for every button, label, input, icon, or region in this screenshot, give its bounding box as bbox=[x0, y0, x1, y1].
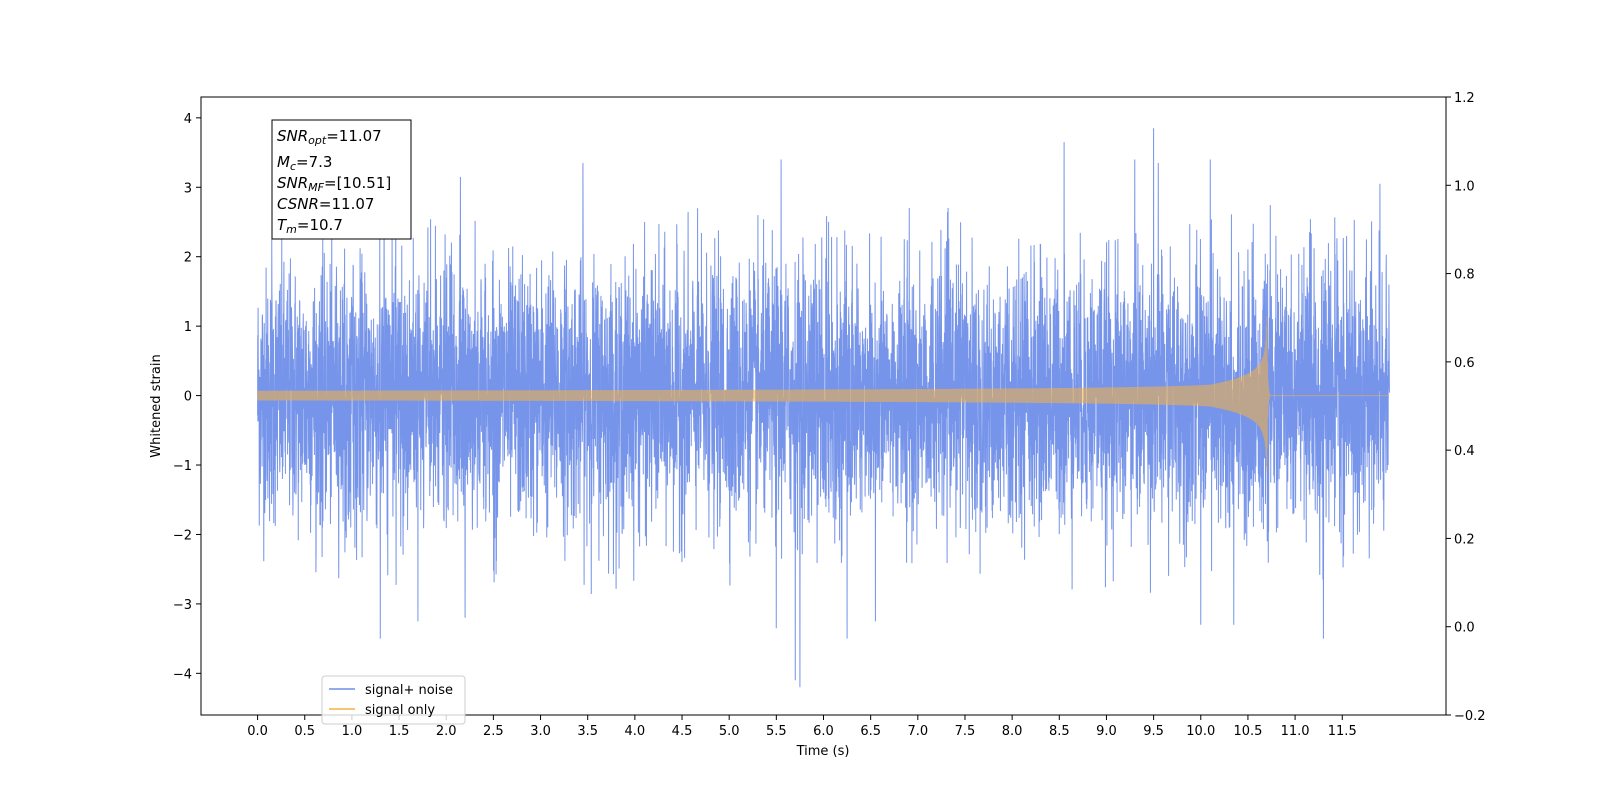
y2-tick-label: 0.4 bbox=[1454, 444, 1475, 459]
x-tick-label: 5.0 bbox=[719, 724, 740, 739]
x-axis: 0.0 0.5 1.0 1.5 2.0 2.5 3.0 3.5 4.0 4.5 5.0 5.5 6.0 6… bbox=[247, 715, 1357, 739]
plot-area bbox=[257, 128, 1390, 688]
legend-label-signal-noise: signal+ noise bbox=[365, 683, 453, 698]
annotation-box: SNRopt=11.07 Mc=7.3SNRMF=[10.51]CSNR=11.0… bbox=[271, 119, 412, 240]
y2-tick-label: 0.2 bbox=[1454, 532, 1475, 547]
y2-tick-label: 0.6 bbox=[1454, 356, 1475, 371]
x-tick-label: 0.0 bbox=[247, 724, 268, 739]
x-tick-label: 2.0 bbox=[436, 724, 457, 739]
x-tick-label: 7.5 bbox=[955, 724, 976, 739]
x-tick-label: 9.0 bbox=[1096, 724, 1117, 739]
y-tick-label: 4 bbox=[184, 112, 192, 127]
x-tick-label: 9.5 bbox=[1143, 724, 1164, 739]
x-tick-label: 8.0 bbox=[1002, 724, 1023, 739]
y-tick-label: 2 bbox=[184, 251, 192, 266]
x-tick-label: 3.5 bbox=[577, 724, 598, 739]
series-signal-noise bbox=[257, 128, 1390, 688]
x-tick-label: 8.5 bbox=[1049, 724, 1070, 739]
y-tick-label: 3 bbox=[184, 181, 192, 196]
x-axis-label: Time (s) bbox=[796, 744, 850, 759]
x-tick-label: 10.0 bbox=[1186, 724, 1215, 739]
annotation-line: Mc=7.3 bbox=[277, 153, 332, 173]
x-tick-label: 6.5 bbox=[860, 724, 881, 739]
y-tick-label: 0 bbox=[184, 390, 192, 405]
y-tick-label: −4 bbox=[173, 667, 192, 682]
x-tick-label: 2.5 bbox=[483, 724, 504, 739]
y2-tick-label: 1.2 bbox=[1454, 91, 1475, 106]
x-tick-label: 11.0 bbox=[1281, 724, 1310, 739]
annotation-line: SNRMF=[10.51] bbox=[277, 174, 391, 194]
x-tick-label: 7.0 bbox=[907, 724, 928, 739]
x-tick-label: 11.5 bbox=[1328, 724, 1357, 739]
annotation-line: Tm=10.7 bbox=[277, 216, 343, 236]
x-tick-label: 4.0 bbox=[625, 724, 646, 739]
x-tick-label: 5.5 bbox=[766, 724, 787, 739]
legend-label-signal-only: signal only bbox=[365, 703, 435, 718]
series-signal-only bbox=[257, 316, 1390, 472]
y2-tick-label: 0.8 bbox=[1454, 268, 1475, 283]
y2-tick-label: 0.0 bbox=[1454, 621, 1475, 636]
y-tick-label: −3 bbox=[173, 598, 192, 613]
y-axis-left: 4 3 2 1 0 −1 −2 −3 −4 bbox=[173, 112, 201, 682]
y-tick-label: −1 bbox=[173, 459, 192, 474]
x-tick-label: 4.5 bbox=[672, 724, 693, 739]
x-tick-label: 1.0 bbox=[342, 724, 363, 739]
annotation-line: SNRopt=11.07 bbox=[277, 127, 382, 147]
x-tick-label: 10.5 bbox=[1233, 724, 1262, 739]
y-axis-label: Whitened strain bbox=[149, 354, 164, 457]
x-tick-label: 3.0 bbox=[530, 724, 551, 739]
annotation-line: CSNR=11.07 bbox=[277, 195, 374, 213]
y-tick-label: 1 bbox=[184, 320, 192, 335]
x-tick-label: 6.0 bbox=[813, 724, 834, 739]
y2-tick-label: 1.0 bbox=[1454, 179, 1475, 194]
x-tick-label: 0.5 bbox=[294, 724, 315, 739]
y-tick-label: −2 bbox=[173, 528, 192, 543]
legend: signal+ noise signal only bbox=[321, 675, 466, 725]
y-axis-right: 1.2 1.0 0.8 0.6 0.4 0.2 0.0 −0.2 bbox=[1446, 91, 1486, 724]
x-tick-label: 1.5 bbox=[389, 724, 410, 739]
y2-tick-label: −0.2 bbox=[1454, 709, 1486, 724]
